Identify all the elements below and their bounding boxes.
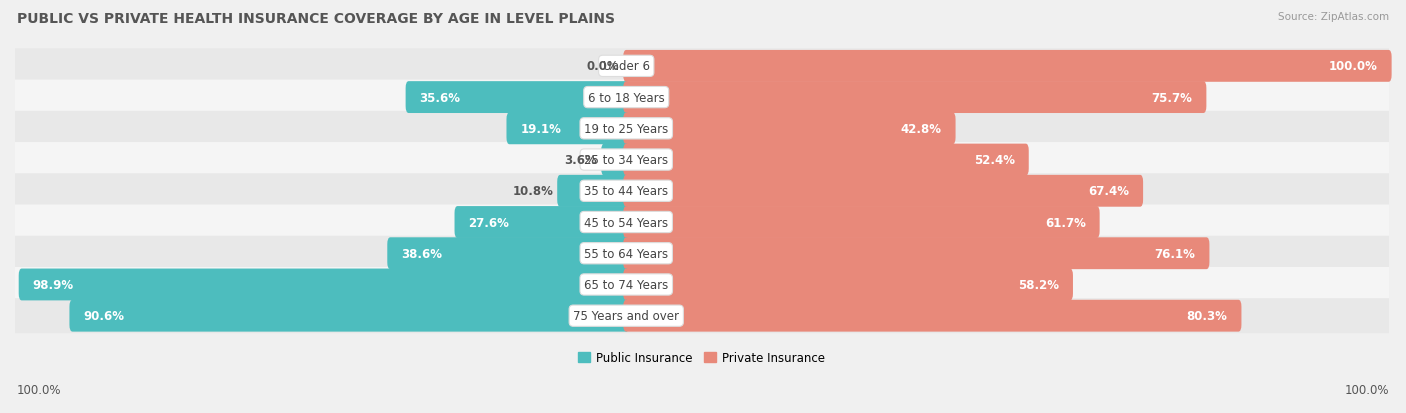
Text: PUBLIC VS PRIVATE HEALTH INSURANCE COVERAGE BY AGE IN LEVEL PLAINS: PUBLIC VS PRIVATE HEALTH INSURANCE COVER… [17, 12, 614, 26]
Text: 25 to 34 Years: 25 to 34 Years [583, 154, 668, 166]
FancyBboxPatch shape [18, 269, 630, 301]
FancyBboxPatch shape [6, 236, 1398, 271]
FancyBboxPatch shape [6, 112, 1398, 147]
Text: 19 to 25 Years: 19 to 25 Years [583, 123, 668, 135]
Text: 55 to 64 Years: 55 to 64 Years [583, 247, 668, 260]
Text: 100.0%: 100.0% [17, 384, 62, 396]
FancyBboxPatch shape [69, 300, 630, 332]
Text: 45 to 54 Years: 45 to 54 Years [583, 216, 668, 229]
FancyBboxPatch shape [623, 82, 1206, 114]
Text: Source: ZipAtlas.com: Source: ZipAtlas.com [1278, 12, 1389, 22]
Text: 19.1%: 19.1% [520, 123, 561, 135]
FancyBboxPatch shape [6, 81, 1398, 115]
Text: 76.1%: 76.1% [1154, 247, 1195, 260]
Text: 52.4%: 52.4% [974, 154, 1015, 166]
Text: 42.8%: 42.8% [901, 123, 942, 135]
Text: Under 6: Under 6 [603, 60, 650, 73]
Text: 10.8%: 10.8% [513, 185, 554, 198]
FancyBboxPatch shape [623, 144, 1029, 176]
Text: 38.6%: 38.6% [401, 247, 443, 260]
FancyBboxPatch shape [623, 269, 1073, 301]
Text: 0.0%: 0.0% [586, 60, 620, 73]
Legend: Public Insurance, Private Insurance: Public Insurance, Private Insurance [574, 347, 830, 369]
FancyBboxPatch shape [623, 51, 1392, 83]
Text: 75 Years and over: 75 Years and over [574, 309, 679, 323]
Text: 100.0%: 100.0% [1344, 384, 1389, 396]
Text: 35.6%: 35.6% [419, 91, 461, 104]
FancyBboxPatch shape [405, 82, 630, 114]
Text: 3.6%: 3.6% [565, 154, 598, 166]
FancyBboxPatch shape [6, 143, 1398, 178]
Text: 61.7%: 61.7% [1045, 216, 1085, 229]
Text: 67.4%: 67.4% [1088, 185, 1129, 198]
FancyBboxPatch shape [623, 206, 1099, 238]
Text: 90.6%: 90.6% [83, 309, 125, 323]
FancyBboxPatch shape [602, 144, 630, 176]
Text: 100.0%: 100.0% [1329, 60, 1378, 73]
Text: 58.2%: 58.2% [1018, 278, 1059, 291]
FancyBboxPatch shape [506, 113, 630, 145]
FancyBboxPatch shape [623, 113, 956, 145]
FancyBboxPatch shape [6, 267, 1398, 302]
FancyBboxPatch shape [6, 174, 1398, 209]
FancyBboxPatch shape [557, 176, 630, 207]
FancyBboxPatch shape [6, 299, 1398, 333]
FancyBboxPatch shape [623, 238, 1209, 270]
Text: 6 to 18 Years: 6 to 18 Years [588, 91, 665, 104]
Text: 27.6%: 27.6% [468, 216, 509, 229]
FancyBboxPatch shape [454, 206, 630, 238]
Text: 98.9%: 98.9% [32, 278, 75, 291]
FancyBboxPatch shape [387, 238, 630, 270]
Text: 75.7%: 75.7% [1152, 91, 1192, 104]
FancyBboxPatch shape [6, 49, 1398, 84]
Text: 80.3%: 80.3% [1187, 309, 1227, 323]
FancyBboxPatch shape [623, 176, 1143, 207]
FancyBboxPatch shape [6, 205, 1398, 240]
Text: 35 to 44 Years: 35 to 44 Years [583, 185, 668, 198]
FancyBboxPatch shape [623, 300, 1241, 332]
Text: 65 to 74 Years: 65 to 74 Years [583, 278, 668, 291]
